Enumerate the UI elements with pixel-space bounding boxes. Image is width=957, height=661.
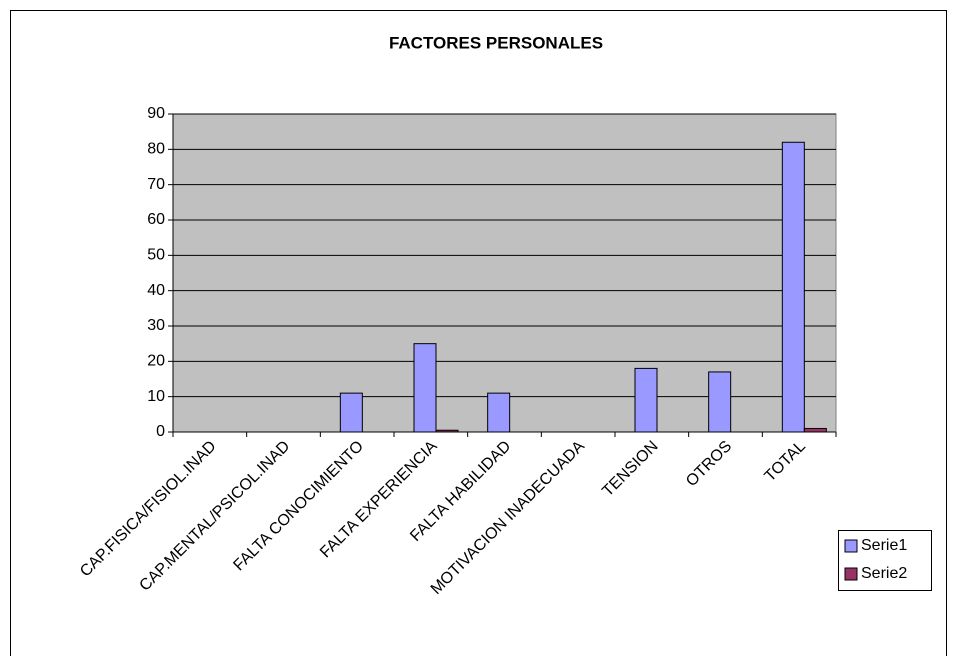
chart-title: FACTORES PERSONALES [389, 33, 603, 52]
legend-swatch [844, 567, 858, 581]
bar [781, 141, 805, 433]
y-tick-label: 90 [147, 105, 165, 122]
legend: Serie1 Serie2 [838, 530, 932, 591]
bar [435, 429, 459, 433]
legend-label: Serie1 [861, 537, 907, 554]
legend-label: Serie2 [861, 565, 907, 582]
y-tick-label: 30 [147, 317, 165, 334]
bar [487, 392, 511, 433]
y-tick-label: 0 [156, 423, 165, 440]
bar [708, 371, 732, 433]
bar [413, 343, 437, 433]
y-tick-label: 50 [147, 247, 165, 264]
y-tick-label: 80 [147, 141, 165, 158]
y-tick-label: 10 [147, 388, 165, 405]
bar [803, 427, 827, 433]
plot-area [172, 113, 837, 433]
bar [339, 392, 363, 433]
y-tick-label: 40 [147, 282, 165, 299]
legend-swatch [844, 539, 858, 553]
y-tick-label: 20 [147, 353, 165, 370]
y-tick-label: 60 [147, 211, 165, 228]
bar [634, 367, 658, 433]
y-tick-label: 70 [147, 176, 165, 193]
